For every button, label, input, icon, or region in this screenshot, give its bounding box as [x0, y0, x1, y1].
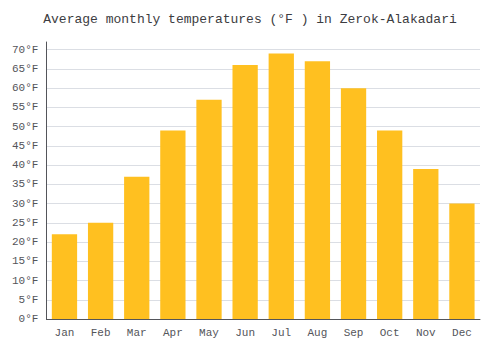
svg-text:45°F: 45°F — [12, 140, 38, 152]
svg-text:0°F: 0°F — [19, 313, 39, 325]
svg-text:35°F: 35°F — [12, 178, 38, 190]
svg-text:Jan: Jan — [55, 327, 75, 339]
svg-text:Oct: Oct — [380, 327, 400, 339]
svg-text:60°F: 60°F — [12, 82, 38, 94]
svg-text:20°F: 20°F — [12, 236, 38, 248]
svg-text:65°F: 65°F — [12, 63, 38, 75]
svg-text:10°F: 10°F — [12, 275, 38, 287]
svg-text:May: May — [199, 327, 219, 339]
svg-text:Nov: Nov — [416, 327, 436, 339]
svg-text:50°F: 50°F — [12, 121, 38, 133]
svg-text:Apr: Apr — [163, 327, 183, 339]
svg-text:15°F: 15°F — [12, 255, 38, 267]
svg-text:Aug: Aug — [307, 327, 327, 339]
svg-text:5°F: 5°F — [19, 294, 39, 306]
svg-text:70°F: 70°F — [12, 44, 38, 56]
svg-text:30°F: 30°F — [12, 198, 38, 210]
svg-text:40°F: 40°F — [12, 159, 38, 171]
svg-text:Mar: Mar — [127, 327, 147, 339]
svg-text:Jun: Jun — [235, 327, 255, 339]
svg-text:25°F: 25°F — [12, 217, 38, 229]
svg-text:55°F: 55°F — [12, 101, 38, 113]
svg-text:Jul: Jul — [271, 327, 291, 339]
svg-text:Average monthly temperatures (: Average monthly temperatures (°F ) in Ze… — [43, 12, 457, 27]
svg-text:Feb: Feb — [91, 327, 111, 339]
svg-text:Sep: Sep — [344, 327, 364, 339]
svg-text:Dec: Dec — [452, 327, 472, 339]
